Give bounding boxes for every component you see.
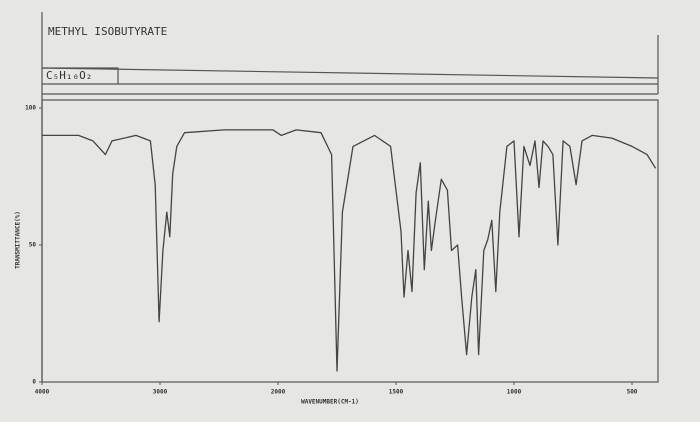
x-axis-label: WAVENUMBER(CM-1) (301, 399, 359, 406)
x-tick-label: 1000 (507, 389, 522, 396)
x-tick-label: 2000 (271, 389, 286, 396)
spectrum-line (42, 129, 657, 372)
plot-frame (41, 99, 659, 383)
formula-box (42, 67, 119, 84)
x-tick-label: 1500 (389, 389, 404, 396)
y-tick-label: 100 (25, 105, 36, 112)
header-rule (41, 67, 659, 79)
y-tick-label: 50 (29, 242, 37, 249)
x-tick-label: 4000 (35, 389, 50, 396)
y-axis-label: TRANSMITTANCE(%) (15, 211, 22, 269)
y-tick-label: 0 (32, 379, 36, 386)
formula: C₅H₁₀O₂ (46, 69, 92, 82)
x-tick-label: 3000 (153, 389, 168, 396)
x-tick-label: 500 (627, 389, 638, 396)
chart-title: METHYL ISOBUTYRATE (48, 25, 167, 38)
